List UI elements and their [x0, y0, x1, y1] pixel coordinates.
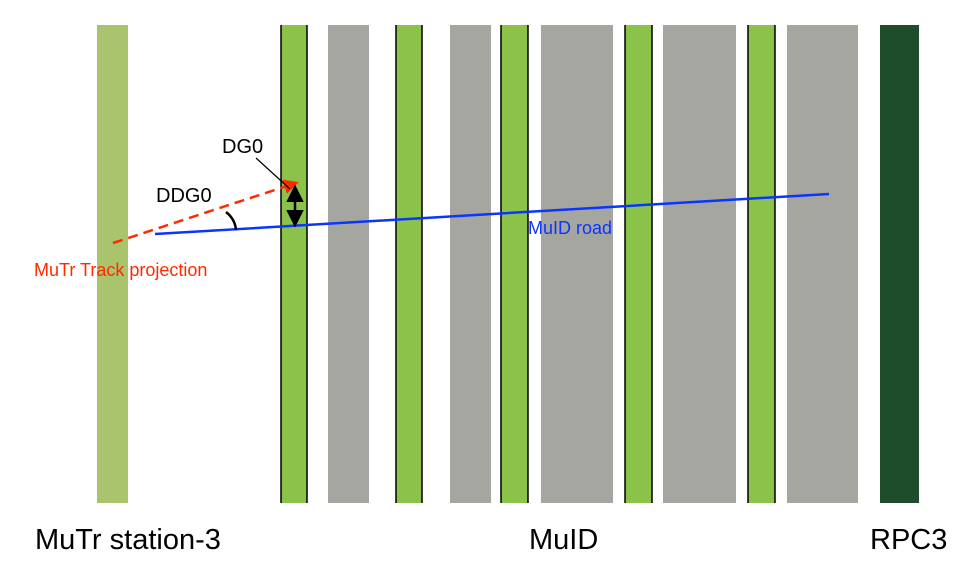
steel-absorber-1: [328, 25, 369, 503]
muid-road-label: MuID road: [528, 218, 612, 238]
mutr-station-plane: [97, 25, 128, 503]
steel-absorber-2: [450, 25, 491, 503]
rpc3-label: RPC3: [870, 524, 947, 556]
rpc3-plane: [880, 25, 919, 503]
muid-gap-5: [747, 25, 776, 503]
ddg0-label: DDG0: [156, 185, 212, 207]
steel-absorber-4: [663, 25, 736, 503]
muid-label: MuID: [529, 524, 598, 556]
dg0-leader-line: [255, 157, 291, 190]
mutr-station-label: MuTr station-3: [35, 524, 221, 556]
mutr-track-line: [112, 179, 299, 245]
muid-gap-4: [624, 25, 653, 503]
mutr-track-label: MuTr Track projection: [34, 260, 207, 280]
muid-road-line: [154, 192, 830, 236]
ddg0-angle-arc: [225, 211, 238, 231]
steel-absorber-5: [787, 25, 858, 503]
muid-gap-2: [395, 25, 423, 503]
dg0-label: DG0: [222, 136, 263, 158]
muid-gap-3: [500, 25, 529, 503]
muid-gap-1: [280, 25, 308, 503]
steel-absorber-3: [541, 25, 613, 503]
